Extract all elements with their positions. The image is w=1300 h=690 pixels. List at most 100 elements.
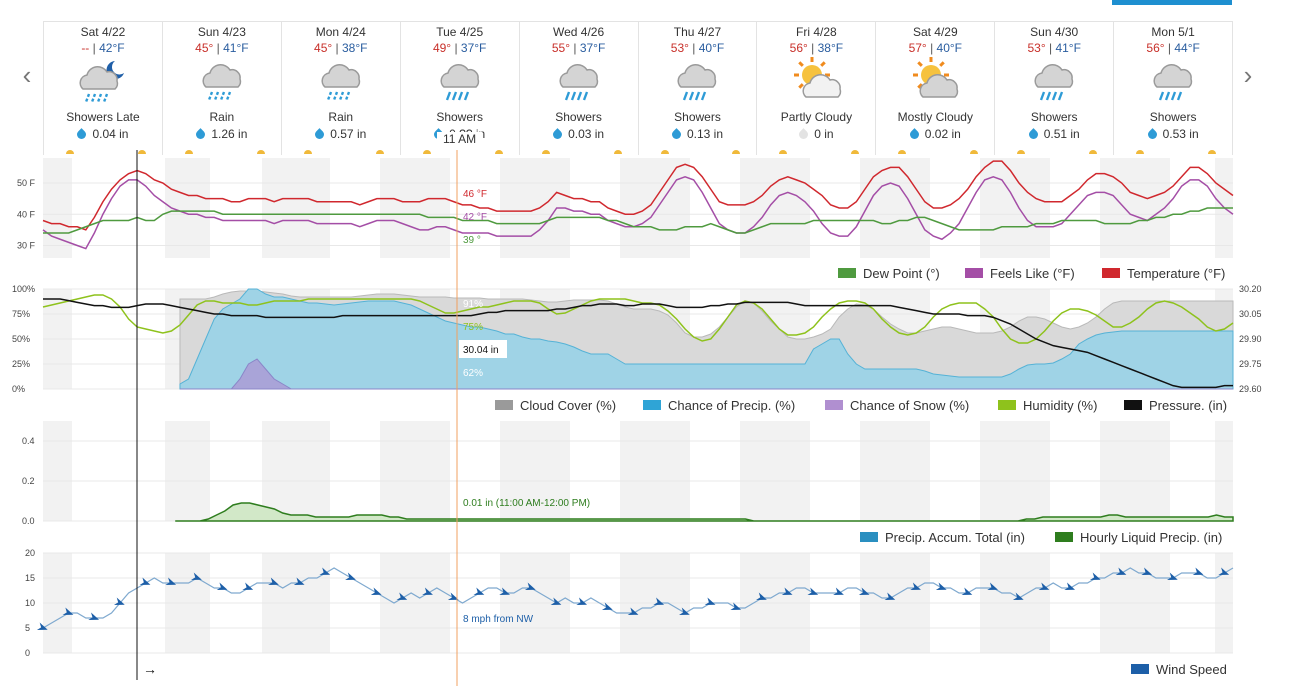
- sunrise-sunset-markers: [995, 148, 1113, 154]
- wind-direction-icon: [704, 597, 716, 606]
- day-column[interactable]: Sat 4/29 57° | 40°F Mostly Cloudy 0.02 in: [876, 22, 996, 155]
- day-column[interactable]: Sat 4/22 -- | 42°F Showers Late 0.04 in: [44, 22, 163, 155]
- wind-direction-icon: [961, 587, 973, 596]
- wind-direction-icon: [1038, 582, 1050, 591]
- wind-direction-icon: [473, 587, 485, 596]
- low-temp: 40°F: [936, 41, 963, 55]
- condition-label: Showers Late: [66, 110, 140, 124]
- precip-value: 0.03 in: [568, 127, 605, 141]
- day-column[interactable]: Sun 4/30 53° | 41°F Showers 0.51 in: [995, 22, 1115, 155]
- sunrise-sunset-markers: [876, 148, 994, 154]
- precip-value: 0 in: [814, 127, 834, 141]
- day-temps: 56° | 38°F: [789, 41, 844, 55]
- day-column[interactable]: Mon 4/24 45° | 38°F Rain 0.57 in: [282, 22, 401, 155]
- day-temps: 53° | 41°F: [1027, 41, 1081, 55]
- rain-icon: [163, 57, 281, 109]
- day-temps: 49° | 37°F: [432, 41, 487, 55]
- precip-value: 0.02 in: [924, 127, 961, 141]
- night-shading: [1100, 421, 1170, 521]
- hover-feels: 42 °F: [463, 212, 487, 223]
- previous-arrow-icon[interactable]: ‹: [22, 60, 32, 90]
- hover-humidity: 75%: [463, 322, 483, 333]
- day-name: Wed 4/26: [553, 25, 605, 39]
- sunrise-icon: [422, 150, 431, 154]
- condition-label: Showers: [1149, 110, 1197, 124]
- day-column[interactable]: Fri 4/28 56° | 38°F Partly Cloudy 0 in: [757, 22, 877, 155]
- legend-swatch: [998, 400, 1016, 410]
- sunrise-sunset-markers: [44, 148, 162, 154]
- day-column[interactable]: Wed 4/26 55° | 37°F Showers 0.03 in: [520, 22, 639, 155]
- sunrise-sunset-markers: [163, 148, 281, 154]
- wind-direction-icon: [807, 587, 819, 596]
- low-temp: 41°F: [1055, 41, 1081, 55]
- night-shading: [262, 158, 330, 258]
- sunrise-icon: [660, 150, 669, 154]
- low-temp: 44°F: [1174, 41, 1200, 55]
- next-arrow-icon[interactable]: ›: [1243, 60, 1253, 90]
- condition-label: Showers: [555, 110, 602, 124]
- day-name: Thu 4/27: [673, 25, 722, 39]
- y2-tick-label: 30.05: [1239, 309, 1262, 319]
- sunrise-sunset-markers: [757, 148, 875, 154]
- wind-direction-icon: [422, 587, 433, 596]
- wind-direction-icon: [242, 582, 254, 591]
- night-shading: [740, 158, 810, 258]
- legend-label: Hourly Liquid Precip. (in): [1080, 530, 1222, 545]
- y-tick-label: 75%: [12, 309, 30, 319]
- night-showers-icon: [44, 57, 162, 109]
- daily-forecast-strip: Sat 4/22 -- | 42°F Showers Late 0.04 in Sun …: [43, 21, 1233, 155]
- wind-direction-icon: [524, 582, 536, 591]
- day-temps: -- | 42°F: [81, 41, 125, 55]
- wind-direction-icon: [62, 607, 74, 616]
- showers-icon: [1114, 57, 1232, 109]
- wind-direction-icon: [370, 587, 382, 596]
- condition-label: Rain: [209, 110, 235, 124]
- day-column[interactable]: Mon 5/1 56° | 44°F Showers 0.53 in: [1114, 22, 1232, 155]
- wind-direction-icon: [679, 607, 690, 616]
- y-tick-label: 100%: [12, 284, 35, 294]
- wind-direction-icon: [1167, 572, 1178, 581]
- night-shading: [1215, 421, 1233, 521]
- precip-amount: 0.02 in: [876, 127, 994, 141]
- y2-tick-label: 30.20: [1239, 284, 1262, 294]
- high-temp: 56°: [1146, 41, 1165, 55]
- wind-direction-icon: [884, 592, 896, 601]
- wind-direction-icon: [396, 592, 408, 601]
- wind-direction-icon: [756, 592, 767, 601]
- low-temp: 37°F: [579, 41, 606, 55]
- wind-direction-icon: [730, 602, 742, 611]
- day-name: Mon 5/1: [1151, 25, 1195, 39]
- sunset-icon: [613, 150, 622, 154]
- hover-pressure: 30.04 in: [463, 345, 499, 356]
- night-shading: [620, 158, 690, 258]
- sunset-icon: [1208, 150, 1217, 154]
- precip-value: 0.53 in: [1162, 127, 1199, 141]
- day-column[interactable]: Sun 4/23 45° | 41°F Rain 1.26 in: [163, 22, 282, 155]
- sunrise-icon: [898, 150, 907, 154]
- scroll-right-arrow-icon[interactable]: →: [143, 661, 157, 677]
- sunrise-sunset-markers: [520, 148, 638, 154]
- legend-label: Precip. Accum. Total (in): [885, 530, 1025, 545]
- condition-label: Mostly Cloudy: [897, 110, 973, 124]
- wind-direction-icon: [627, 607, 639, 616]
- night-shading: [620, 421, 690, 521]
- y-tick-label: 20: [25, 548, 35, 558]
- low-temp: 42°F: [99, 41, 125, 55]
- y2-tick-label: 29.90: [1239, 334, 1262, 344]
- wind-direction-icon: [113, 597, 125, 606]
- day-column[interactable]: Thu 4/27 53° | 40°F Showers 0.13 in: [639, 22, 758, 155]
- showers-icon: [401, 57, 519, 109]
- sunset-icon: [375, 150, 384, 154]
- sunset-icon: [970, 150, 979, 154]
- day-name: Mon 4/24: [315, 25, 366, 39]
- sunrise-icon: [1136, 150, 1145, 154]
- series-line: [42, 175, 1234, 250]
- sunset-icon: [494, 150, 503, 154]
- sunrise-icon: [779, 150, 788, 154]
- high-temp: 49°: [432, 41, 452, 55]
- night-shading: [500, 421, 570, 521]
- low-temp: 37°F: [460, 41, 487, 55]
- legend-label: Chance of Precip. (%): [668, 398, 795, 413]
- high-temp: 53°: [670, 41, 689, 55]
